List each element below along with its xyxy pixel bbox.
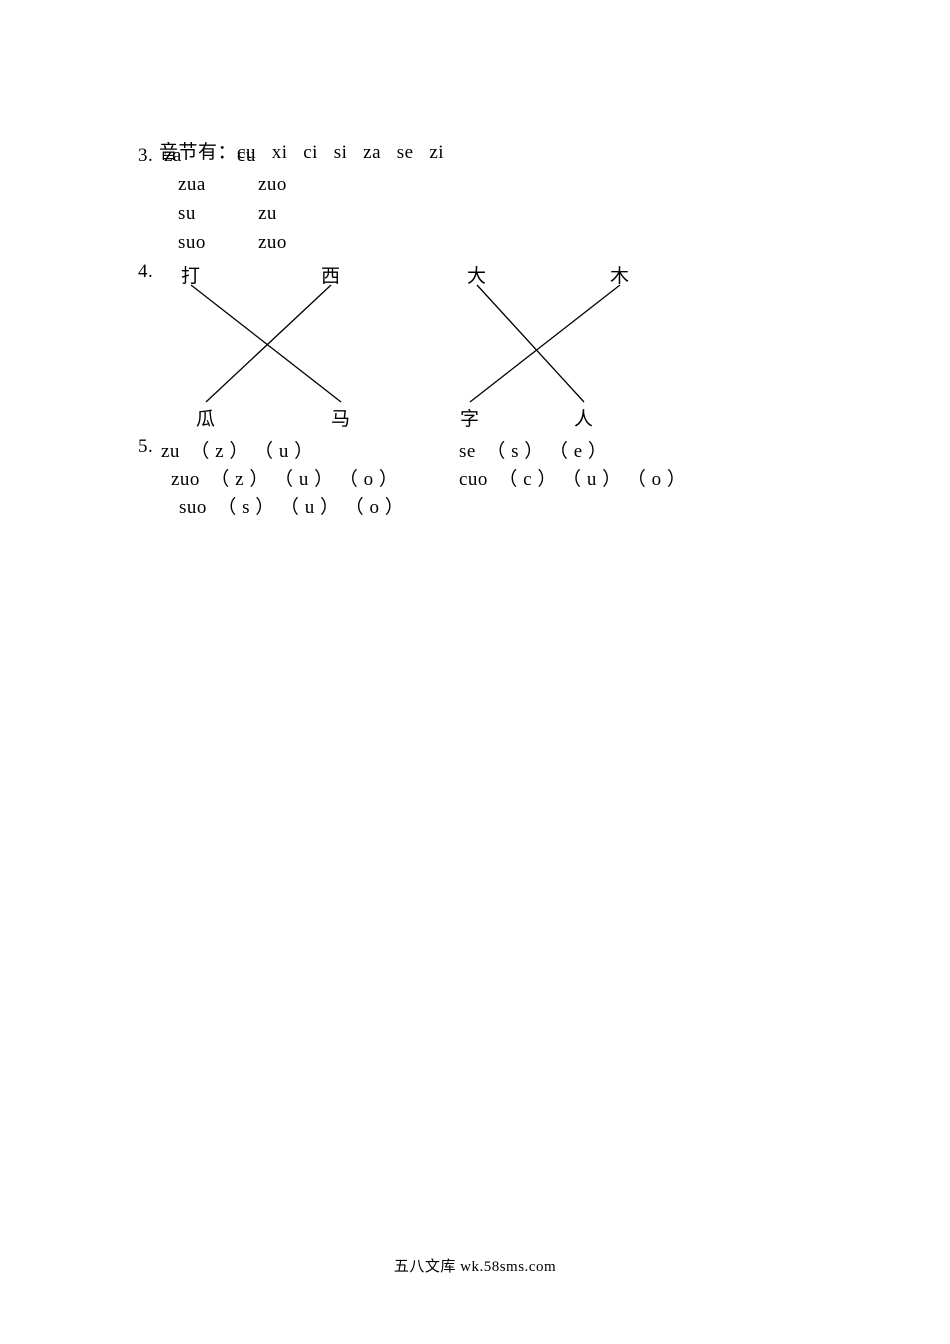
q5-item-0: zu （ z ） （ u ） <box>161 436 319 463</box>
worksheet-page: 音节有：cu xi ci si za se zi 3. za cu zua zu… <box>0 0 950 1344</box>
q4-connection-lines <box>0 0 950 500</box>
q5-item-1: se （ s ） （ e ） <box>459 436 613 463</box>
q5-item-2: zuo （ z ） （ u ） （ o ） <box>171 464 404 491</box>
q5-number: 5. <box>138 436 153 458</box>
q5-item-3: cuo （ c ） （ u ） （ o ） <box>459 464 692 491</box>
page-footer: 五八文库 wk.58sms.com <box>0 1255 950 1276</box>
q5-item-4: suo （ s ） （ u ） （ o ） <box>179 492 410 519</box>
